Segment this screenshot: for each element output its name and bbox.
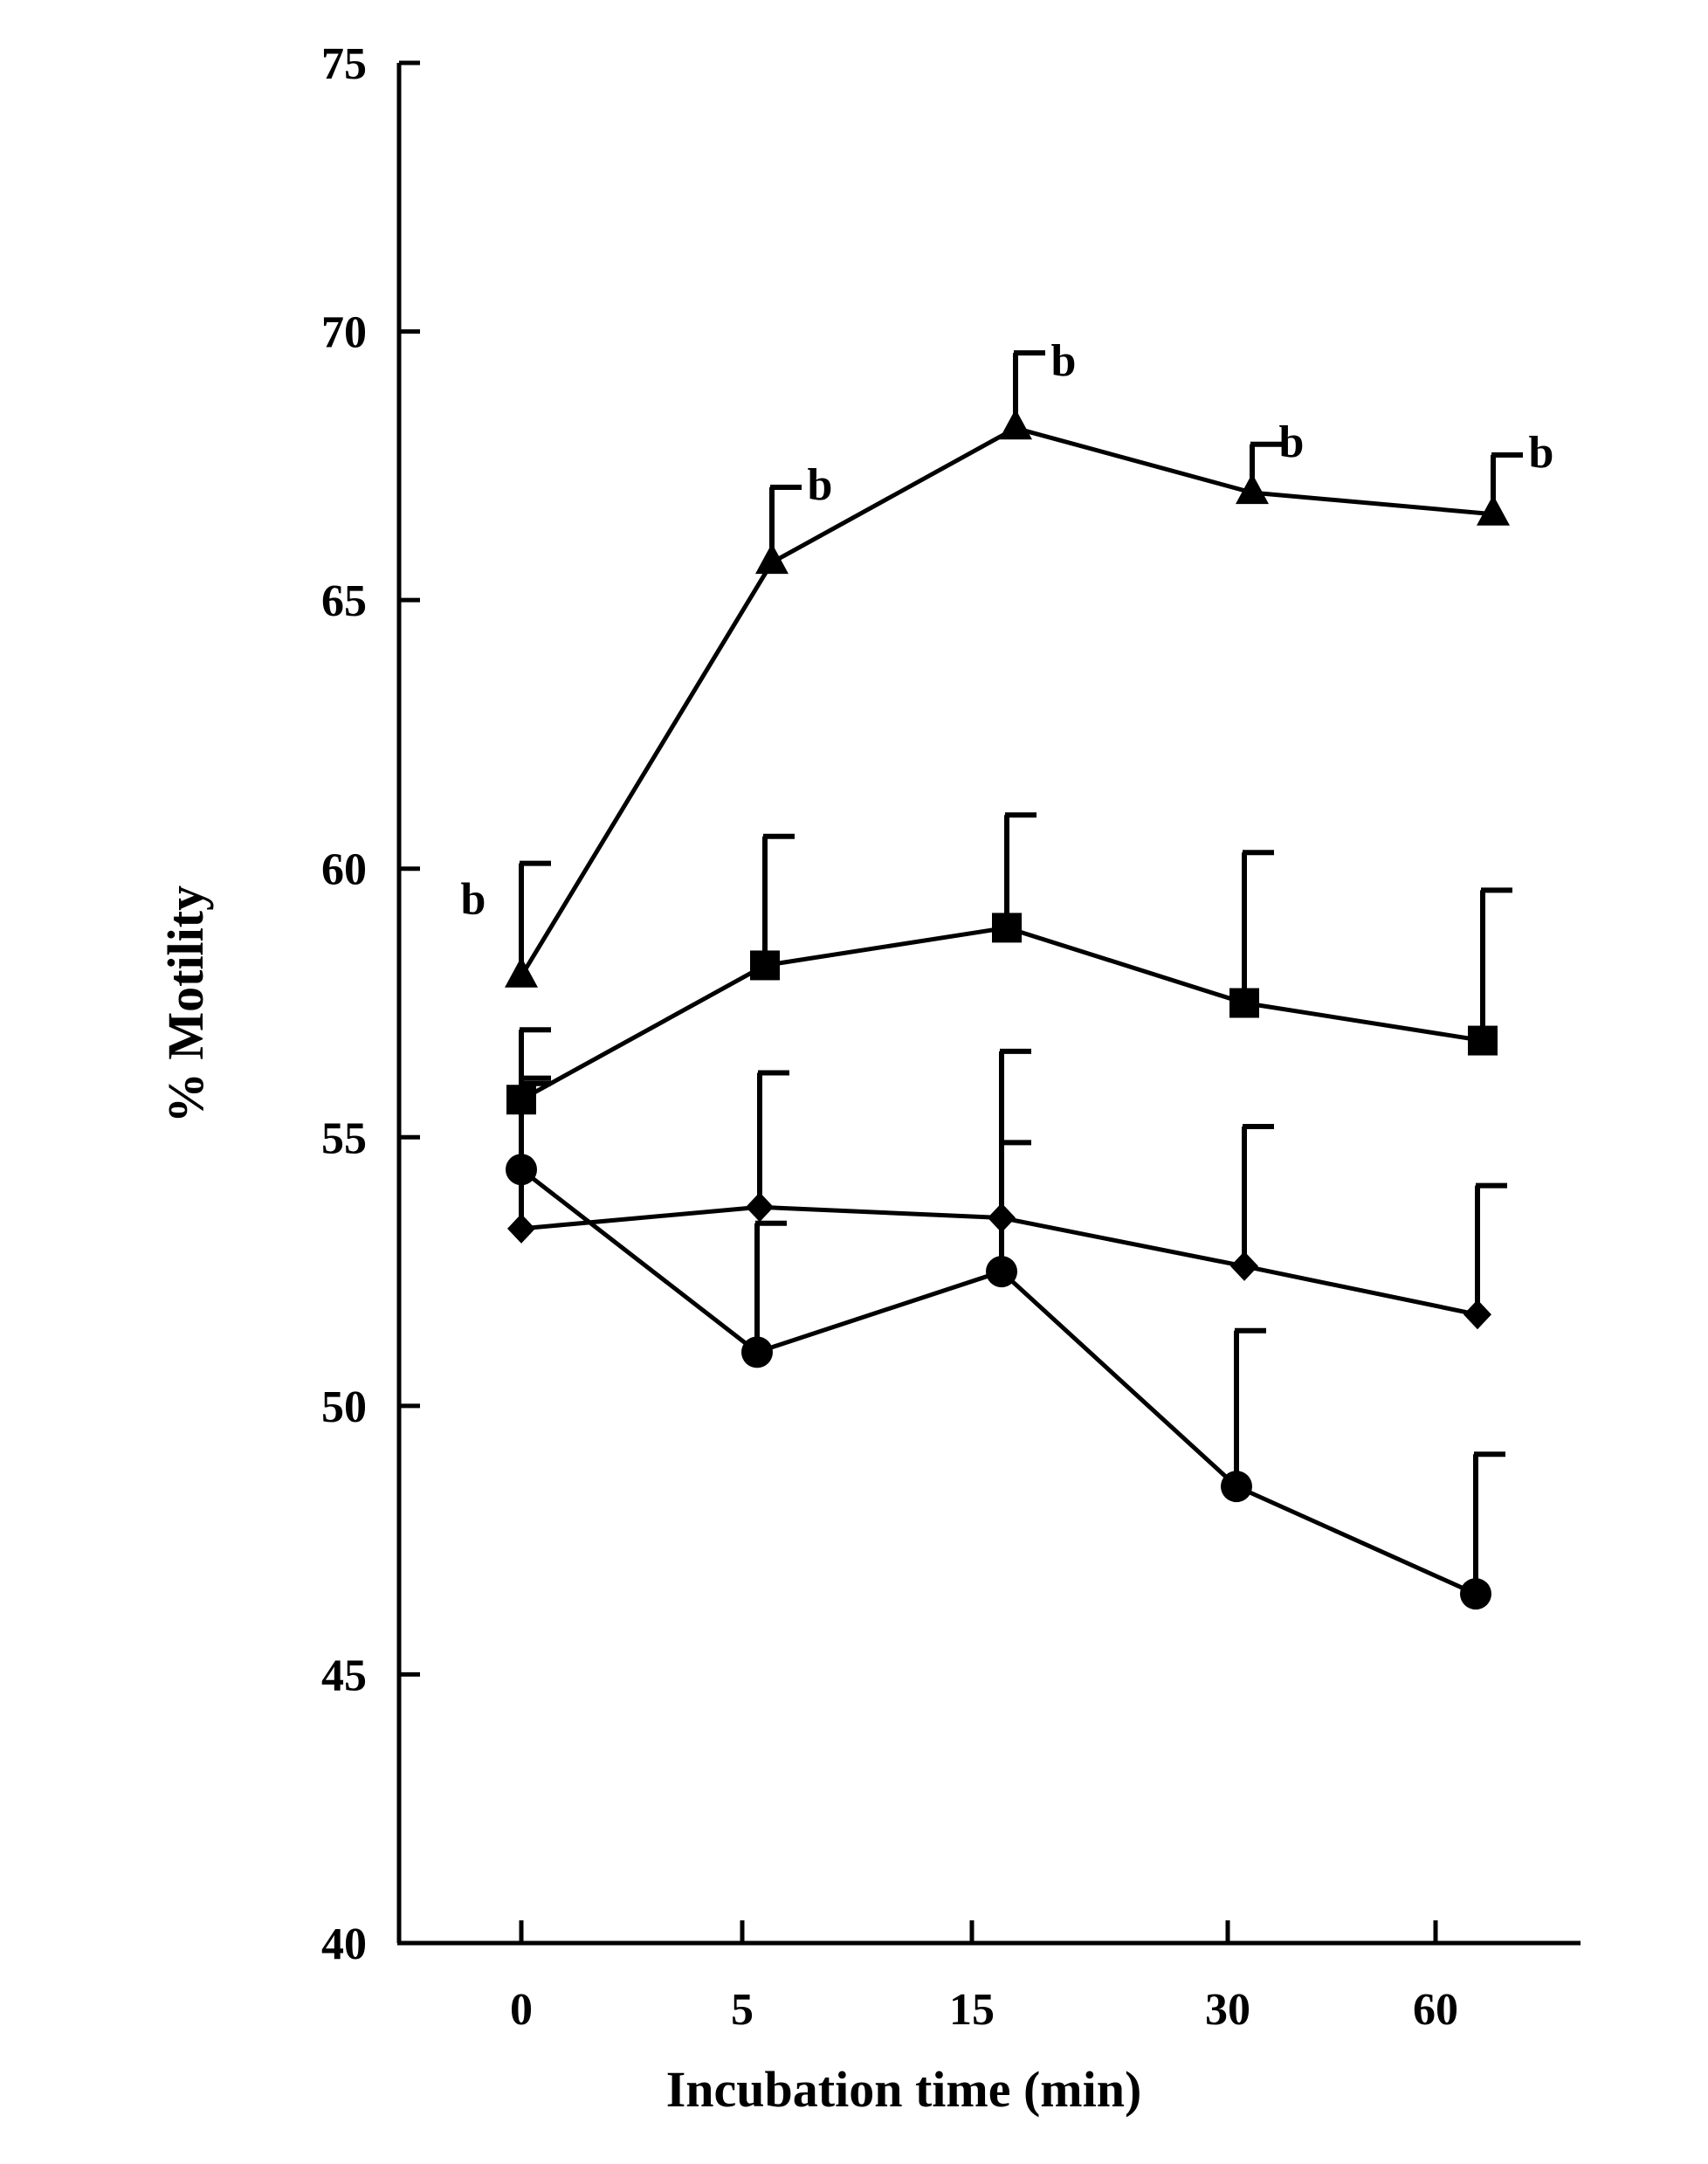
data-point-triangle <box>755 543 789 575</box>
significance-label: b <box>1529 428 1554 478</box>
data-point-triangle <box>1477 494 1510 526</box>
significance-label: b <box>1279 417 1305 467</box>
y-tick-label: 50 <box>321 1382 367 1432</box>
series-square <box>506 812 1512 1115</box>
x-tick-label: 5 <box>731 1985 754 2035</box>
y-tick-label: 70 <box>321 308 367 358</box>
data-point-square <box>1468 1025 1498 1056</box>
x-axis-title: Incubation time (min) <box>666 2061 1142 2118</box>
series-circle <box>506 1080 1505 1610</box>
data-point-circle <box>986 1256 1017 1288</box>
data-point-square <box>1229 988 1259 1018</box>
data-point-circle <box>506 1154 537 1186</box>
x-ticks: 0 5 15 30 60 <box>510 1920 1458 2035</box>
axes <box>396 63 1581 1946</box>
data-point-triangle <box>505 956 538 988</box>
x-tick-label: 0 <box>510 1985 533 2035</box>
significance-label: b <box>461 875 486 925</box>
y-tick-label: 40 <box>321 1919 367 1969</box>
series-triangle: b b b b b <box>461 336 1554 988</box>
series-layer: b b b b b <box>461 336 1554 1610</box>
y-tick-label: 65 <box>321 576 367 626</box>
series-line <box>520 1168 1477 1596</box>
y-tick-label: 55 <box>321 1113 367 1163</box>
significance-label: b <box>1051 336 1077 386</box>
x-tick-label: 60 <box>1413 1985 1458 2035</box>
y-ticks: 40 45 50 55 60 65 70 75 <box>321 39 420 1969</box>
y-tick-label: 60 <box>321 845 367 895</box>
series-diamond <box>507 1048 1507 1330</box>
y-tick-label: 45 <box>321 1651 367 1700</box>
x-tick-label: 30 <box>1205 1985 1250 2035</box>
data-point-diamond <box>507 1213 535 1244</box>
significance-label: b <box>808 460 833 510</box>
data-point-triangle <box>999 409 1032 440</box>
data-point-diamond <box>1464 1299 1491 1330</box>
data-point-diamond <box>1230 1251 1258 1281</box>
data-point-square <box>992 913 1022 943</box>
y-tick-label: 75 <box>321 39 367 89</box>
data-point-diamond <box>746 1192 774 1223</box>
data-point-circle <box>1221 1471 1252 1503</box>
data-point-circle <box>1460 1578 1491 1610</box>
data-point-circle <box>741 1336 773 1368</box>
y-axis-title: % Motility <box>157 886 214 1123</box>
data-point-square <box>750 950 780 981</box>
x-tick-label: 15 <box>949 1985 995 2035</box>
data-point-triangle <box>1236 473 1269 505</box>
